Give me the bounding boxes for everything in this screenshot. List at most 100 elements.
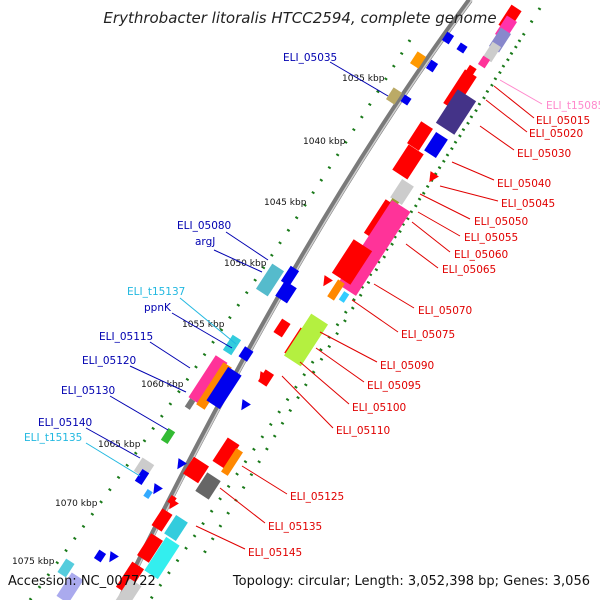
gene-label-leader [85,442,141,477]
gene-feature [482,41,502,63]
gene-feature [114,578,142,600]
genome-backbone [117,0,473,600]
genome-backbone-highlight [121,0,473,600]
gene-feature [390,178,414,206]
gene-feature [255,263,285,297]
gene-label-leader [149,341,191,369]
scale-label: 1075 kbp [12,557,55,567]
gene-label-left: ELI_05140 [38,417,92,429]
gene-label-leader [319,331,378,363]
gene-feature [184,398,196,410]
gene-arrowhead [241,399,251,411]
gene-feature [435,89,477,135]
gene-label-leader [299,361,350,405]
gene-label-leader [179,297,237,345]
gene-feature [238,346,254,362]
gene-feature [134,468,150,486]
gene-feature [93,549,107,563]
gene-label-leader [281,375,334,429]
gene-feature [212,437,240,469]
gene-feature [222,334,242,356]
gene-label-leader [419,193,471,220]
gene-label-leader [213,249,263,273]
scale-tick-line [148,7,542,600]
gene-feature [407,121,433,151]
gene-label-left: ELI_05080 [177,220,231,232]
gene-label-leader [195,525,246,550]
gene-feature [221,448,243,476]
gene-label-left: ppnK [144,302,172,314]
gene-label-leader [485,99,528,133]
gene-label-right: ELI_05030 [517,148,571,160]
scale-label: 1055 kbp [182,320,225,330]
gene-feature [331,239,373,285]
gene-feature [273,318,291,338]
gene-feature [151,508,173,532]
gene-label-right: ELI_t15085 [546,100,600,112]
gene-feature [327,279,345,301]
gene-label-leader [329,61,389,97]
gene-label-leader [129,365,187,393]
gene-label-right: ELI_05075 [401,329,455,341]
gene-feature [425,59,439,73]
gene-label-right: ELI_05110 [336,425,390,437]
gene-label-left: ELI_05035 [283,52,337,64]
gene-feature [160,427,176,445]
gene-feature [143,489,153,499]
gene-arrowhead [259,371,269,383]
gene-label-leader [219,487,266,524]
gene-label-leader [405,243,439,269]
gene-label-leader [479,125,515,151]
gene-feature [385,87,403,105]
gene-label-leader [225,231,269,261]
scale-label: 1065 kbp [98,440,141,450]
gene-label-leader [315,347,365,383]
gene-arrowhead [323,275,333,287]
gene-feature [206,366,242,410]
gene-label-right: ELI_05050 [474,216,528,228]
gene-label-leader [451,161,495,181]
gene-label-left: argJ [195,236,215,248]
gene-label-leader [109,395,169,431]
gene-label-right: ELI_05135 [268,521,322,533]
gene-label-right: ELI_05045 [501,198,555,210]
gene-feature [338,291,350,303]
gene-arrowhead [177,458,187,470]
gene-label-leader [241,465,288,495]
gene-feature [400,94,412,106]
gene-arrowhead [109,551,119,563]
gene-feature [115,561,145,595]
gene-feature [133,457,155,479]
gene-label-left: ELI_05120 [82,355,136,367]
gene-label-left: ELI_05130 [61,385,115,397]
gene-feature [409,51,427,69]
gene-label-right: ELI_05125 [290,491,344,503]
gene-label-left: ELI_t15135 [24,432,82,444]
gene-feature [275,280,297,304]
gene-label-left: ELI_05115 [99,331,153,343]
gene-feature [456,42,468,54]
gene-label-right: ELI_05020 [529,128,583,140]
gene-label-right: ELI_05060 [454,249,508,261]
gene-label-right: ELI_05145 [248,547,302,559]
gene-feature [392,144,424,180]
gene-feature [183,456,209,484]
gene-feature [144,536,180,580]
gene-feature [441,31,455,45]
gene-arrowhead [153,483,163,495]
gene-label-right: ELI_05015 [536,115,590,127]
gene-label-left: ELI_t15137 [127,286,185,298]
scale-tick-line [198,39,522,561]
scale-label: 1045 kbp [264,198,307,208]
gene-feature [283,313,329,367]
scale-label: 1060 kbp [141,380,184,390]
page-title: Erythrobacter litoralis HTCC2594, comple… [103,9,497,27]
gene-feature [477,55,491,69]
gene-label-right: ELI_05095 [367,380,421,392]
scale-label: 1040 kbp [303,137,346,147]
gene-feature [56,572,84,600]
gene-label-right: ELI_05090 [380,360,434,372]
scale-label: 1035 kbp [342,74,385,84]
accession-text: Accession: NC_007722 [8,574,156,589]
